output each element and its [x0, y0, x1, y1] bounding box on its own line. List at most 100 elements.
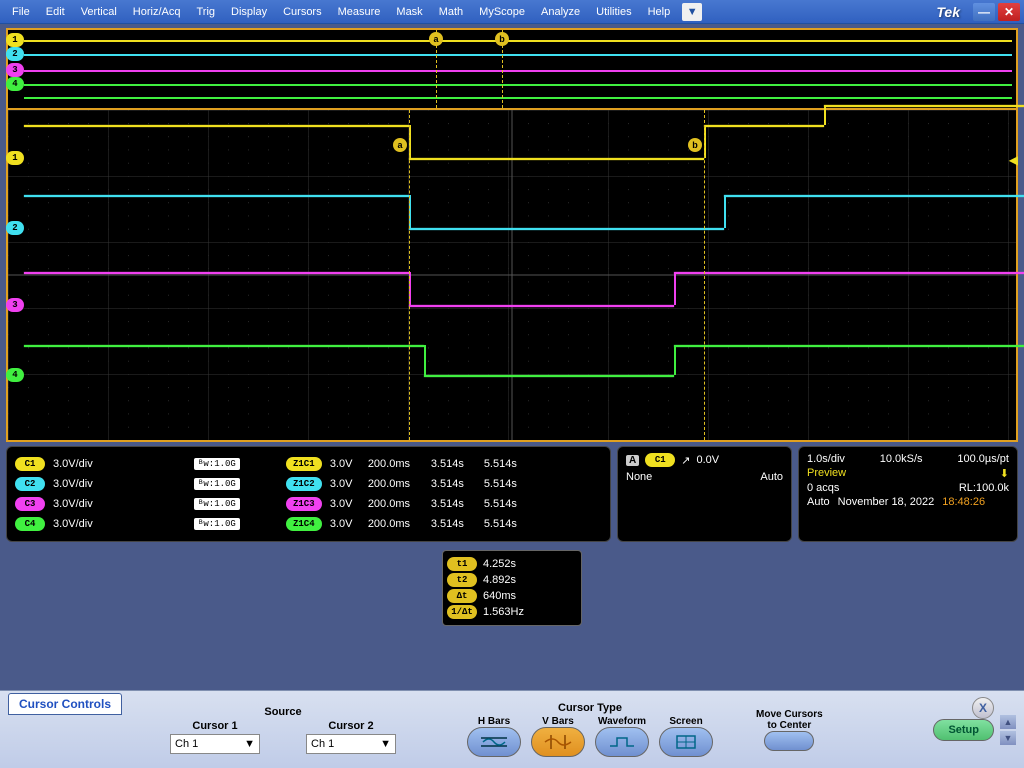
ch-badge: C2: [15, 477, 45, 491]
channel-info-row: C23.0V/divᴮw:1.0GZ1C23.0V200.0ms3.514s5.…: [15, 475, 602, 493]
brand-logo: Tek: [936, 4, 960, 20]
ch-vdiv: 3.0V/div: [53, 518, 108, 530]
channel-info-panel: C13.0V/divᴮw:1.0GZ1C13.0V200.0ms3.514s5.…: [6, 446, 611, 542]
ch-t3: 5.514s: [484, 498, 529, 510]
main-trace: [409, 305, 674, 307]
cursor-readout-row: t24.892s: [447, 573, 577, 587]
ch-t1: 200.0ms: [368, 498, 423, 510]
cursor1-label: Cursor 1: [192, 720, 237, 732]
ch-t1: 200.0ms: [368, 458, 423, 470]
menu-cursors[interactable]: Cursors: [275, 2, 330, 22]
timebase-preview: Preview: [807, 467, 846, 480]
overview-ch-marker-2[interactable]: 2: [6, 47, 24, 61]
ch-t2: 3.514s: [431, 518, 476, 530]
source-label: Source: [264, 706, 301, 718]
waveform-button[interactable]: [595, 727, 649, 757]
main-ch-marker-4[interactable]: 4: [6, 368, 24, 382]
cursor-type-label: Cursor Type: [558, 702, 622, 714]
menu-analyze[interactable]: Analyze: [533, 2, 588, 22]
overview-cursor-label-a: a: [429, 32, 443, 46]
timebase-time: 18:48:26: [942, 496, 985, 508]
ch-t2: 3.514s: [431, 458, 476, 470]
menu-help[interactable]: Help: [640, 2, 679, 22]
main-ch-marker-1[interactable]: 1: [6, 151, 24, 165]
menu-trig[interactable]: Trig: [188, 2, 223, 22]
menu-myscope[interactable]: MyScope: [471, 2, 533, 22]
menu-file[interactable]: File: [4, 2, 38, 22]
overview-ch-marker-3[interactable]: 3: [6, 63, 24, 77]
ch-vdiv: 3.0V/div: [53, 498, 108, 510]
ch-t1: 200.0ms: [368, 478, 423, 490]
zoom-badge: Z1C2: [286, 477, 322, 491]
main-trace: [704, 125, 824, 127]
main-trace: [409, 228, 724, 230]
overview-ch-marker-1[interactable]: 1: [6, 33, 24, 47]
menu-dropdown-icon[interactable]: ▼: [682, 3, 702, 21]
waveform-main-display[interactable]: 1◀234ab: [8, 110, 1016, 440]
cursor-readout-panel: t14.252st24.892sΔt640ms1/Δt1.563Hz: [442, 550, 582, 626]
bw-badge: ᴮw:1.0G: [194, 518, 240, 530]
scroll-down-button[interactable]: ▼: [1000, 731, 1016, 745]
menu-edit[interactable]: Edit: [38, 2, 73, 22]
menu-vertical[interactable]: Vertical: [73, 2, 125, 22]
trigger-panel: A C1 ↗ 0.0V None Auto: [617, 446, 792, 542]
menu-utilities[interactable]: Utilities: [588, 2, 639, 22]
cursor2-select[interactable]: Ch 1▼: [306, 734, 396, 754]
trigger-level-marker[interactable]: ◀: [1009, 153, 1018, 167]
menu-mask[interactable]: Mask: [388, 2, 430, 22]
menu-math[interactable]: Math: [431, 2, 471, 22]
zoom-volt: 3.0V: [330, 498, 360, 510]
info-panels-row: C1 3.0V/div ᴮw:1.0G Z1C1 3.0V 200.0ms 3.514s 5.…: [6, 446, 1018, 542]
ch-t3: 5.514s: [484, 518, 529, 530]
main-ch-marker-3[interactable]: 3: [6, 298, 24, 312]
close-button[interactable]: ✕: [998, 3, 1020, 21]
main-trace: [24, 125, 409, 127]
panel-close-button[interactable]: X: [972, 697, 994, 719]
zoom-volt: 3.0V: [330, 478, 360, 490]
vbars-label: V Bars: [542, 716, 574, 727]
move-cursors-button[interactable]: [764, 731, 814, 751]
overview-cursor-label-b: b: [495, 32, 509, 46]
zoom-badge: Z1C1: [286, 457, 322, 471]
channel-info-row: C43.0V/divᴮw:1.0GZ1C43.0V200.0ms3.514s5.…: [15, 515, 602, 533]
setup-button[interactable]: Setup: [933, 719, 994, 741]
vbars-button[interactable]: [531, 727, 585, 757]
cursor1-select[interactable]: Ch 1▼: [170, 734, 260, 754]
hbars-button[interactable]: [467, 727, 521, 757]
cursor-readout-badge: t2: [447, 573, 477, 587]
main-trace: [724, 195, 1024, 197]
ch-vdiv: 3.0V/div: [53, 478, 108, 490]
scroll-up-button[interactable]: ▲: [1000, 715, 1016, 729]
cursor-readout-row: Δt640ms: [447, 589, 577, 603]
main-trace: [24, 272, 409, 274]
menu-display[interactable]: Display: [223, 2, 275, 22]
overview-ch-marker-4[interactable]: 4: [6, 77, 24, 91]
cursor-controls-tab[interactable]: Cursor Controls: [8, 693, 122, 715]
waveform-label: Waveform: [598, 716, 646, 727]
main-trace-edge: [824, 105, 826, 125]
timebase-acqs: 0 acqs: [807, 482, 839, 494]
menu-measure[interactable]: Measure: [330, 2, 389, 22]
trigger-channel-badge: C1: [645, 453, 675, 467]
cursor-readout-row: t14.252s: [447, 557, 577, 571]
main-trace-edge: [674, 345, 676, 375]
timebase-rl: RL:100.0k: [959, 482, 1009, 494]
timebase-date: November 18, 2022: [838, 496, 935, 508]
overview-trace: [24, 97, 1012, 99]
waveform-overview[interactable]: 12 34 a b: [8, 30, 1016, 110]
bw-badge: ᴮw:1.0G: [194, 498, 240, 510]
menu-horizacq[interactable]: Horiz/Acq: [125, 2, 189, 22]
main-cursor-a[interactable]: [409, 110, 410, 440]
main-cursor-b[interactable]: [704, 110, 705, 440]
cursor2-label: Cursor 2: [328, 720, 373, 732]
timebase-resolution: 100.0µs/pt: [957, 453, 1009, 465]
minimize-button[interactable]: —: [973, 3, 995, 21]
channel-info-row: C13.0V/divᴮw:1.0GZ1C13.0V200.0ms3.514s5.…: [15, 455, 602, 473]
ch-t3: 5.514s: [484, 458, 529, 470]
overview-trace: [24, 84, 1012, 86]
ch-t2: 3.514s: [431, 478, 476, 490]
ch-vdiv: 3.0V/div: [53, 458, 108, 470]
main-ch-marker-2[interactable]: 2: [6, 221, 24, 235]
ch-badge: C4: [15, 517, 45, 531]
screen-button[interactable]: [659, 727, 713, 757]
